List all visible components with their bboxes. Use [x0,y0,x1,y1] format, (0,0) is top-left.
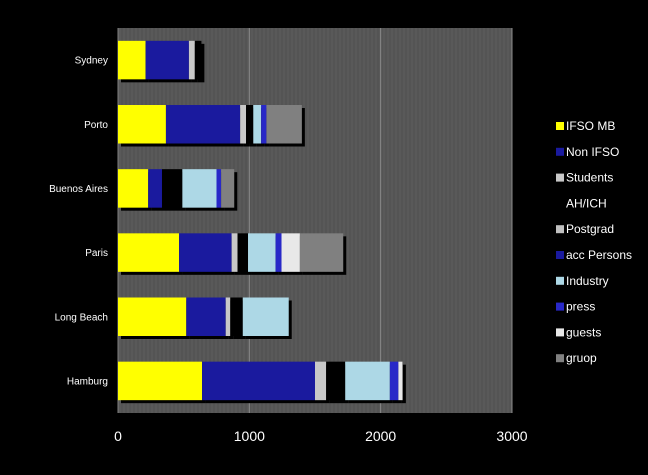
bar-segment [231,233,238,272]
bar-segment [179,233,232,272]
bar-segment [194,40,202,80]
legend-swatch [556,225,564,234]
bar-segment [165,105,241,144]
x-tick-label: 3000 [496,428,527,444]
bar-segment [281,233,300,272]
bar-segment [326,361,346,401]
bar-shadow [405,364,406,404]
legend-label: IFSO MB [566,119,615,133]
bar-segment [118,105,166,144]
bar-segment [389,361,399,401]
legend: IFSO MB Non IFSO Students AH/ICH Postgrad acc… [556,119,632,365]
bar-segment [299,233,344,272]
legend-label: guests [566,325,601,339]
legend-label: acc Persons [566,248,632,262]
bar-segment [240,105,247,144]
category-label: Buenos Aires [49,184,108,195]
bar-segment [261,105,267,144]
plot-area [117,28,513,413]
plot-background [118,28,512,413]
bar-segment [248,233,276,272]
bar-segment [145,40,189,80]
bar-segment [266,105,302,144]
bar-segment [118,40,146,80]
category-label: Hamburg [67,376,108,387]
bar-segment [221,169,235,208]
legend-label: press [566,300,595,314]
bar-segment [182,169,217,208]
bar-shadow [401,364,406,404]
bar-segment [202,361,315,401]
category-labels: Sydney Porto Buenos Aires Paris Long Beach Ha… [49,56,108,388]
bar-segment [402,361,403,401]
legend-swatch [556,173,564,182]
bar-segment [345,361,390,401]
bar-segment [216,169,222,208]
x-tick-label: 0 [114,428,122,444]
category-label: Sydney [75,56,108,67]
legend-label: AH/ICH [566,196,607,210]
legend-label: Non IFSO [566,145,619,159]
legend-swatch [556,276,564,285]
bar-segment [246,105,254,144]
bar-segment [230,297,243,336]
legend-swatch [556,302,564,311]
legend-swatch [556,122,564,130]
legend-swatch [556,354,564,363]
bar-segment [242,297,289,336]
bar-segment [275,233,282,272]
bars-layer [118,40,406,404]
bar-segment [161,169,183,208]
legend-label: Industry [566,274,609,288]
legend-swatch [556,328,564,337]
legend-label: gruop [566,351,597,365]
bar-segment [225,297,231,336]
legend-swatch [556,199,564,208]
category-label: Long Beach [55,312,108,323]
legend-label: Students [566,171,613,185]
category-label: Paris [85,248,108,259]
bar-segment [118,361,203,401]
bar-segment [188,40,195,80]
category-label: Porto [84,120,108,131]
bar-segment [398,361,403,401]
x-tick-label: 2000 [365,428,396,444]
bar-segment [118,297,187,336]
bar-segment [148,169,162,208]
bar-segment [186,297,226,336]
bar-segment [118,169,149,208]
bar-segment [253,105,262,144]
x-tick-label: 1000 [234,428,265,444]
x-tick-labels: 0 1000 2000 3000 [114,428,528,444]
legend-swatch [556,251,564,259]
legend-label: Postgrad [566,222,614,236]
bar-segment [315,361,327,401]
bar-segment [237,233,249,272]
bar-segment [118,233,180,272]
legend-swatch [556,147,564,156]
